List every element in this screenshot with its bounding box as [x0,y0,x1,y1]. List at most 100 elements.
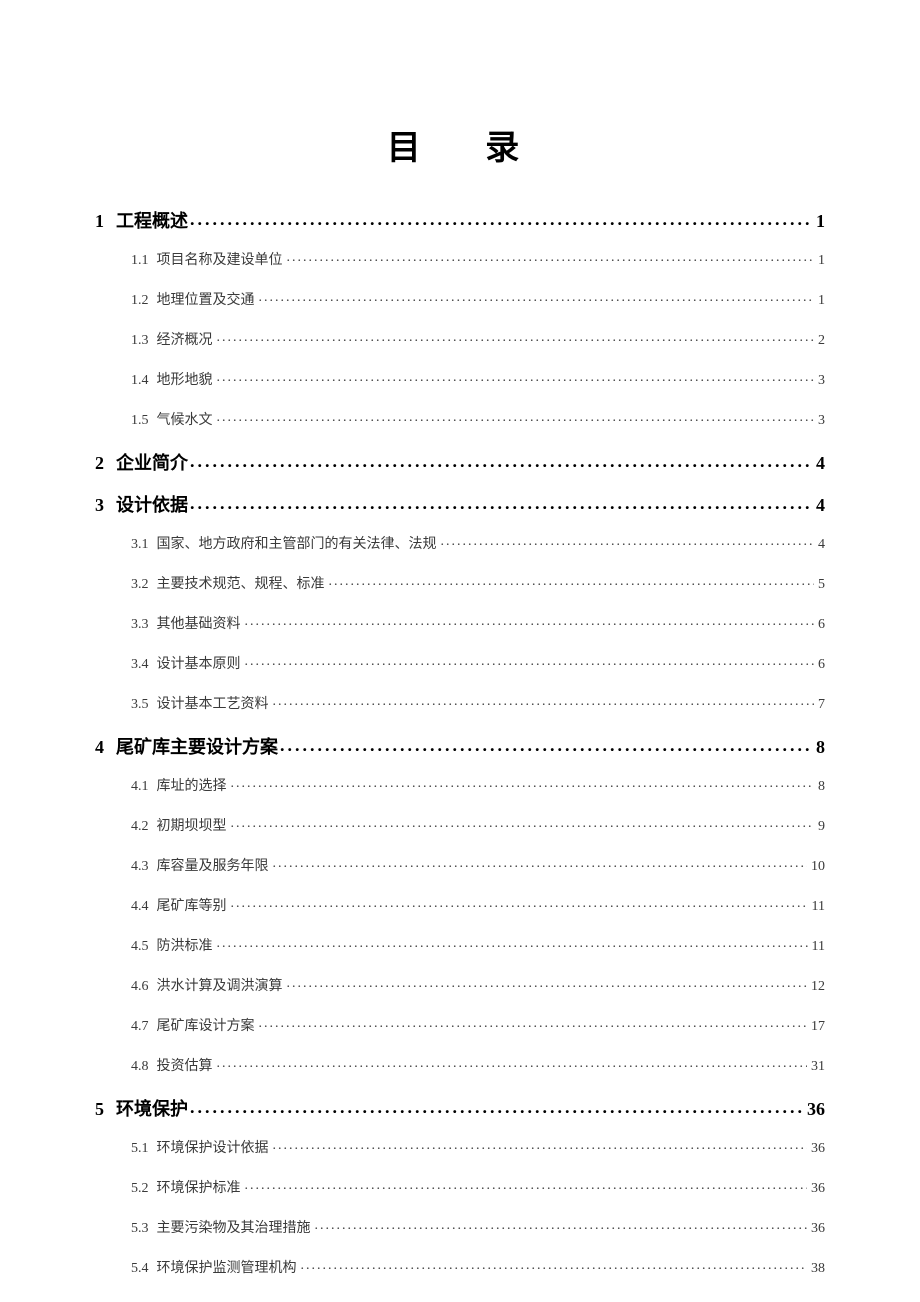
toc-entry-page: 36 [807,1181,825,1197]
toc-entry-number: 1.4 [131,373,149,389]
toc-entry: 4.4尾矿库等别11 [95,895,825,915]
toc-entry: 5 环境保护 36 [95,1095,825,1121]
toc-entry-page: 11 [808,899,825,915]
toc-leader-dots [301,1258,808,1272]
toc-entry-page: 36 [803,1099,825,1120]
toc-entry: 5.3 主要污染物及其治理措施 36 [95,1217,825,1237]
toc-leader-dots [245,1178,808,1192]
toc-entry-page: 10 [807,859,825,875]
toc-entry-text: 防洪标准 [157,935,213,955]
toc-entry-number: 1.1 [131,253,149,269]
toc-leader-dots [231,776,815,790]
toc-entry-text: 主要污染物及其治理措施 [157,1217,311,1237]
toc-entry-text: 工程概述 [116,207,188,233]
toc-leader-dots [217,936,808,950]
toc-entry-number: 3.3 [131,617,149,633]
toc-leader-dots [287,976,808,990]
toc-entry-page: 7 [814,697,825,713]
toc-leader-dots [329,574,815,588]
toc-entry-page: 3 [814,373,825,389]
toc-entry-text: 其他基础资料 [157,613,241,633]
toc-entry-number: 5 [95,1099,104,1120]
toc-leader-dots [315,1218,808,1232]
toc-entry-page: 36 [807,1221,825,1237]
toc-entry-number: 3.1 [131,537,149,553]
toc-entry-page: 17 [807,1019,825,1035]
toc-entry: 1.1项目名称及建设单位1 [95,249,825,269]
toc-entry: 4.7尾矿库设计方案17 [95,1015,825,1035]
toc-leader-dots [280,735,812,753]
toc-leader-dots [245,614,815,628]
toc-entry: 1.3经济概况2 [95,329,825,349]
toc-leader-dots [231,896,808,910]
toc-entry-number: 4 [95,737,104,758]
toc-entry-number: 4.1 [131,779,149,795]
toc-entry: 4.6洪水计算及调洪演算12 [95,975,825,995]
toc-entry-page: 4 [812,453,825,474]
toc-entry-page: 1 [812,211,825,232]
toc-entry-text: 设计基本原则 [157,653,241,673]
toc-entry-text: 尾矿库主要设计方案 [116,733,278,759]
toc-entry-number: 5.3 [131,1221,149,1237]
toc-entry-page: 11 [808,939,825,955]
toc-leader-dots [217,1056,808,1070]
toc-entry-text: 环境保护设计依据 [157,1137,269,1157]
toc-leader-dots [259,1016,808,1030]
toc-entry: 2企业简介4 [95,449,825,475]
toc-entry: 1.5气候水文3 [95,409,825,429]
toc-entry: 4.2初期坝坝型9 [95,815,825,835]
toc-entry-text: 气候水文 [157,409,213,429]
toc-entry: 5.4环境保护监测管理机构38 [95,1257,825,1277]
toc-entry: 3.2主要技术规范、规程、标准5 [95,573,825,593]
toc-entry: 5.1 环境保护设计依据 36 [95,1137,825,1157]
toc-leader-dots [217,410,815,424]
toc-entry: 3.3其他基础资料6 [95,613,825,633]
toc-entry: 3 设计依据 4 [95,491,825,517]
toc-entry-number: 1 [95,211,104,232]
toc-entry-number: 3.4 [131,657,149,673]
toc-entry-page: 4 [812,495,825,516]
toc-entry: 1.2地理位置及交通1 [95,289,825,309]
toc-entry-number: 4.5 [131,939,149,955]
toc-entry: 1 工程概述 1 [95,207,825,233]
toc-entry-number: 4.4 [131,899,149,915]
toc-leader-dots [273,856,808,870]
toc-entry-text: 库址的选择 [157,775,227,795]
toc-entry: 4 尾矿库主要设计方案 8 [95,733,825,759]
toc-entry: 3.1 国家、地方政府和主管部门的有关法律、法规 4 [95,533,825,553]
toc-leader-dots [273,694,815,708]
toc-entry-text: 库容量及服务年限 [157,855,269,875]
toc-entry-number: 1.2 [131,293,149,309]
toc-entry-text: 项目名称及建设单位 [157,249,283,269]
toc-entry-number: 4.7 [131,1019,149,1035]
toc-entry-text: 环境保护标准 [157,1177,241,1197]
toc-entry-number: 4.6 [131,979,149,995]
toc-entry: 5.2环境保护标准36 [95,1177,825,1197]
toc-entry-text: 设计依据 [116,491,188,517]
toc-entry-page: 5 [814,577,825,593]
toc-entry-number: 4.3 [131,859,149,875]
toc-entry-page: 8 [812,737,825,758]
toc-leader-dots [190,493,812,511]
toc-entry-text: 环境保护 [116,1095,188,1121]
toc-leader-dots [287,250,815,264]
toc-entry-text: 国家、地方政府和主管部门的有关法律、法规 [157,533,437,553]
toc-entry-number: 4.8 [131,1059,149,1075]
toc-entry-number: 4.2 [131,819,149,835]
toc-entry-text: 经济概况 [157,329,213,349]
toc-leader-dots [190,209,812,227]
toc-entry: 4.8投资估算31 [95,1055,825,1075]
toc-leader-dots [273,1138,808,1152]
toc-entry-number: 5.1 [131,1141,149,1157]
toc-entry-page: 36 [807,1141,825,1157]
toc-entry-page: 8 [814,779,825,795]
toc-entry-page: 4 [814,537,825,553]
toc-entry-text: 地理位置及交通 [157,289,255,309]
toc-leader-dots [217,370,815,384]
toc-entry: 3.4设计基本原则6 [95,653,825,673]
toc-entry-number: 3 [95,495,104,516]
toc-entry: 1.4地形地貌3 [95,369,825,389]
toc-entry-page: 38 [807,1261,825,1277]
toc-leader-dots [217,330,815,344]
toc-entry-page: 2 [814,333,825,349]
